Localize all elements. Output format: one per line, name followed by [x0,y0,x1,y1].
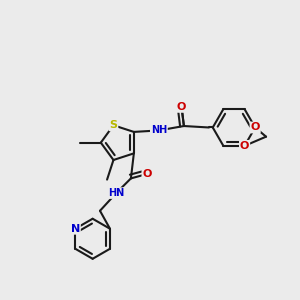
Text: O: O [240,141,249,151]
Text: O: O [142,169,152,179]
Text: HN: HN [108,188,124,198]
Text: O: O [250,122,260,133]
Text: S: S [110,120,117,130]
Text: O: O [177,102,186,112]
Text: NH: NH [151,125,167,135]
Text: N: N [71,224,80,234]
